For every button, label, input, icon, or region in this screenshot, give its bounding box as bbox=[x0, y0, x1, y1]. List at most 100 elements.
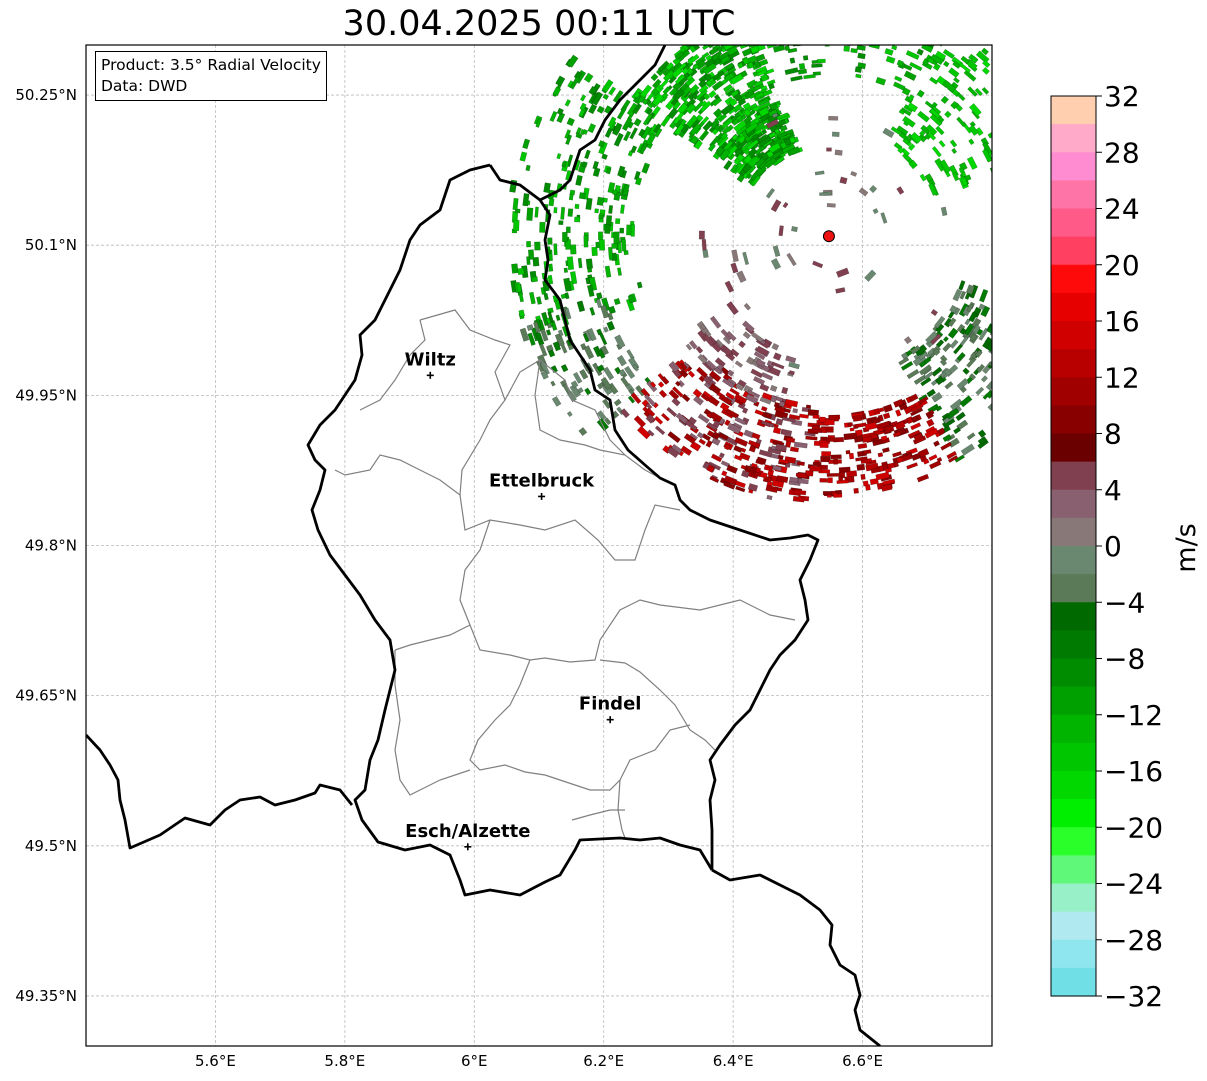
velocity-echo-pixel bbox=[968, 124, 979, 136]
velocity-echo-pixel bbox=[1013, 336, 1022, 348]
velocity-echo-pixel bbox=[634, 170, 641, 181]
velocity-echo-pixel bbox=[747, 389, 761, 399]
velocity-echo-pixel bbox=[723, 45, 738, 51]
velocity-echo-pixel bbox=[895, 409, 902, 417]
velocity-echo-pixel bbox=[710, 453, 723, 463]
velocity-echo-pixel bbox=[934, 375, 945, 386]
velocity-echo-pixel bbox=[722, 336, 732, 345]
velocity-echo-pixel bbox=[729, 387, 740, 396]
velocity-echo-pixel bbox=[621, 117, 633, 131]
velocity-echo-pixel bbox=[854, 66, 862, 73]
velocity-echo-pixel bbox=[959, 290, 967, 300]
velocity-echo-pixel bbox=[747, 483, 759, 492]
velocity-echo-pixel bbox=[598, 214, 604, 220]
velocity-echoes bbox=[509, 11, 1072, 503]
velocity-echo-pixel bbox=[699, 100, 712, 113]
velocity-echo-pixel bbox=[769, 384, 778, 392]
velocity-echo-pixel bbox=[740, 15, 750, 21]
velocity-echo-pixel bbox=[733, 92, 743, 102]
velocity-echo-pixel bbox=[526, 207, 534, 221]
velocity-echo-pixel bbox=[613, 231, 620, 245]
velocity-echo-pixel bbox=[526, 256, 531, 265]
velocity-echo-pixel bbox=[624, 365, 636, 379]
velocity-echo-pixel bbox=[608, 205, 614, 214]
velocity-echo-pixel bbox=[1003, 341, 1012, 352]
velocity-echo-pixel bbox=[700, 393, 710, 402]
velocity-echo-pixel bbox=[698, 438, 706, 446]
velocity-echo-pixel bbox=[1003, 127, 1012, 139]
lon-tick-label: 5.8°E bbox=[324, 1052, 365, 1070]
velocity-echo-pixel bbox=[940, 206, 948, 217]
velocity-echo-pixel bbox=[931, 11, 944, 20]
velocity-echo-pixel bbox=[956, 377, 969, 390]
velocity-echo-pixel bbox=[741, 31, 752, 38]
velocity-echo-pixel bbox=[939, 159, 951, 174]
velocity-echo-pixel bbox=[849, 427, 855, 432]
velocity-echo-pixel bbox=[761, 411, 773, 420]
velocity-echo-pixel bbox=[947, 455, 959, 463]
velocity-echo-pixel bbox=[812, 260, 824, 269]
velocity-echo-pixel bbox=[910, 12, 916, 17]
velocity-echo-pixel bbox=[872, 34, 878, 39]
velocity-echo-pixel bbox=[903, 138, 910, 145]
velocity-echo-pixel bbox=[969, 333, 977, 342]
velocity-echo-pixel bbox=[835, 287, 846, 294]
velocity-echo-pixel bbox=[725, 391, 735, 400]
velocity-echo-pixel bbox=[654, 127, 663, 138]
velocity-echo-pixel bbox=[821, 451, 832, 457]
velocity-echo-pixel bbox=[658, 79, 669, 90]
velocity-echo-pixel bbox=[714, 366, 722, 375]
velocity-echo-pixel bbox=[547, 311, 554, 324]
velocity-echo-pixel bbox=[705, 359, 717, 371]
velocity-echo-pixel bbox=[534, 206, 539, 218]
velocity-echo-pixel bbox=[726, 330, 737, 342]
velocity-echo-pixel bbox=[597, 348, 606, 359]
velocity-echo-pixel bbox=[899, 403, 908, 411]
velocity-echo-pixel bbox=[526, 324, 534, 331]
velocity-echo-pixel bbox=[724, 280, 735, 293]
velocity-echo-pixel bbox=[744, 464, 757, 474]
velocity-echo-pixel bbox=[626, 298, 635, 312]
velocity-echo-pixel bbox=[535, 332, 545, 346]
velocity-echo-pixel bbox=[566, 411, 573, 417]
velocity-echo-pixel bbox=[833, 458, 839, 465]
velocity-echo-pixel bbox=[996, 301, 1005, 312]
lat-tick-label: 49.65°N bbox=[15, 687, 77, 705]
velocity-echo-pixel bbox=[1016, 94, 1026, 105]
velocity-echo-pixel bbox=[975, 386, 985, 396]
velocity-echo-pixel bbox=[985, 389, 992, 399]
velocity-echo-pixel bbox=[828, 116, 839, 121]
velocity-echo-pixel bbox=[1009, 62, 1020, 74]
velocity-echo-pixel bbox=[737, 15, 743, 21]
city-ettelbruck: Ettelbruck bbox=[489, 470, 595, 500]
country-borders bbox=[86, 45, 881, 1046]
velocity-echo-pixel bbox=[553, 207, 558, 214]
velocity-echo-pixel bbox=[1004, 380, 1012, 389]
velocity-echo-pixel bbox=[894, 75, 903, 82]
velocity-echo-pixel bbox=[893, 461, 899, 468]
velocity-echo-pixel bbox=[775, 418, 784, 426]
velocity-echo-pixel bbox=[745, 32, 758, 40]
velocity-echo-pixel bbox=[588, 103, 598, 115]
velocity-echo-pixel bbox=[555, 75, 566, 87]
velocity-echo-pixel bbox=[988, 356, 992, 368]
velocity-echo-pixel bbox=[789, 446, 799, 453]
velocity-echo-pixel bbox=[905, 50, 920, 60]
city-esch-alzette: Esch/Alzette bbox=[405, 821, 530, 851]
velocity-echo-pixel bbox=[600, 376, 612, 390]
velocity-echo-pixel bbox=[1040, 100, 1051, 114]
velocity-echo-pixel bbox=[864, 421, 878, 431]
velocity-echo-pixel bbox=[613, 132, 624, 147]
velocity-echo-pixel bbox=[741, 470, 750, 478]
velocity-echo-pixel bbox=[805, 435, 818, 441]
velocity-echo-pixel bbox=[533, 321, 541, 333]
velocity-echo-pixel bbox=[1065, 324, 1072, 333]
velocity-echo-pixel bbox=[657, 60, 670, 73]
velocity-echo-pixel bbox=[695, 346, 704, 354]
velocity-echo-pixel bbox=[679, 368, 689, 379]
velocity-echo-pixel bbox=[978, 303, 986, 310]
velocity-echo-pixel bbox=[708, 90, 717, 99]
velocity-echo-pixel bbox=[857, 52, 866, 60]
velocity-echo-pixel bbox=[790, 75, 803, 82]
velocity-echo-pixel bbox=[602, 93, 609, 101]
